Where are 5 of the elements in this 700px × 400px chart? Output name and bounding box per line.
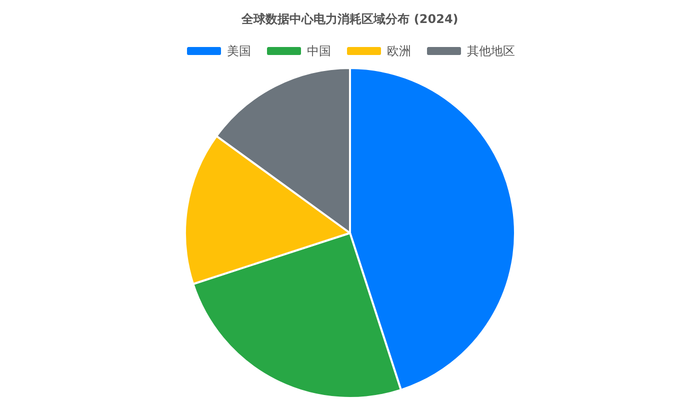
legend-label: 中国 — [307, 44, 331, 58]
legend-label: 欧洲 — [387, 44, 411, 58]
legend-label: 美国 — [227, 44, 251, 58]
chart-title: 全球数据中心电力消耗区域分布 (2024) — [240, 12, 458, 26]
legend-label: 其他地区 — [467, 44, 515, 58]
